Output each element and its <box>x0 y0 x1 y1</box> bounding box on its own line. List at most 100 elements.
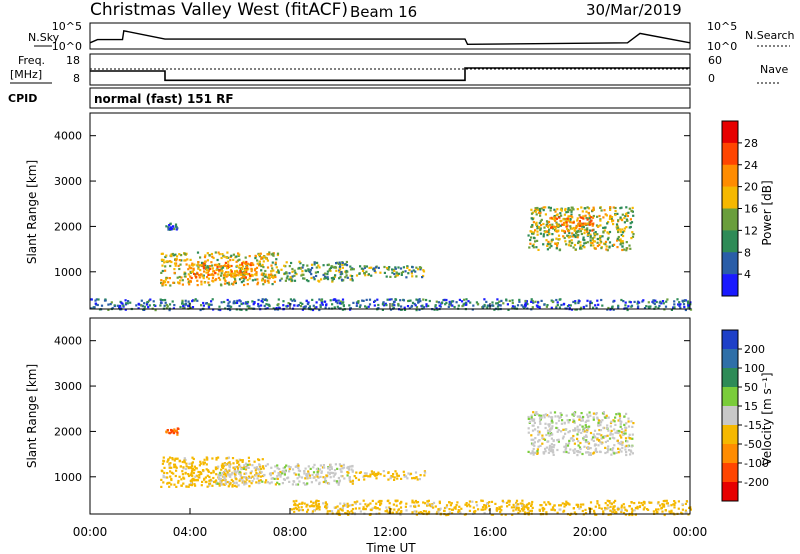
heatmap-cell <box>553 208 556 211</box>
heatmap-cell <box>405 502 408 505</box>
heatmap-cell <box>434 305 437 308</box>
heatmap-cell <box>570 210 573 213</box>
heatmap-cell <box>318 481 321 484</box>
heatmap-cell <box>636 507 639 510</box>
heatmap-cell <box>348 476 351 479</box>
heatmap-cell <box>164 301 167 304</box>
heatmap-cell <box>178 253 181 256</box>
heatmap-cell <box>302 273 305 276</box>
heatmap-cell <box>347 471 350 474</box>
heatmap-cell <box>288 278 291 281</box>
heatmap-cell <box>196 272 199 275</box>
heatmap-cell <box>293 472 296 475</box>
heatmap-cell <box>586 241 589 244</box>
heatmap-cell <box>613 509 616 512</box>
heatmap-cell <box>208 482 211 485</box>
heatmap-cell <box>455 301 458 304</box>
heatmap-cell <box>187 300 190 303</box>
heatmap-cell <box>623 227 626 230</box>
heatmap-cell <box>587 446 590 449</box>
heatmap-cell <box>341 263 344 266</box>
heatmap-cell <box>527 510 531 513</box>
heatmap-cell <box>686 300 689 303</box>
heatmap-cell <box>317 476 320 479</box>
heatmap-cell <box>227 485 230 488</box>
heatmap-cell <box>414 505 417 508</box>
heatmap-cell <box>388 266 391 269</box>
heatmap-cell <box>211 267 214 270</box>
heatmap-cell <box>541 437 544 440</box>
heatmap-cell <box>608 241 612 244</box>
heatmap-cell <box>230 264 233 268</box>
heatmap-cell <box>217 474 220 477</box>
heatmap-cell <box>599 429 603 432</box>
heatmap-cell <box>662 504 665 508</box>
colorbar-swatch <box>722 252 738 275</box>
heatmap-cell <box>545 305 548 308</box>
heatmap-cell <box>350 277 354 280</box>
heatmap-cell <box>191 262 194 265</box>
heatmap-cell <box>374 299 377 302</box>
heatmap-cell <box>476 302 480 305</box>
heatmap-cell <box>612 308 615 311</box>
heatmap-cell <box>637 305 640 308</box>
heatmap-cell <box>460 300 464 303</box>
heatmap-cell <box>173 268 176 271</box>
heatmap-cell <box>549 450 552 453</box>
heatmap-cell <box>417 511 421 514</box>
heatmap-cell <box>251 464 254 467</box>
heatmap-cell <box>620 240 623 243</box>
heatmap-cell <box>530 217 533 220</box>
heatmap-cell <box>258 468 261 471</box>
heatmap-cell <box>332 277 335 280</box>
heatmap-cell <box>179 279 182 282</box>
heatmap-cell <box>339 302 342 305</box>
heatmap-cell <box>664 509 667 512</box>
heatmap-cell <box>277 269 280 272</box>
heatmap-cell <box>341 509 344 512</box>
heatmap-cell <box>643 502 646 505</box>
heatmap-cell <box>483 504 486 507</box>
heatmap-cell <box>602 510 605 513</box>
heatmap-cell <box>482 508 485 511</box>
heatmap-cell <box>569 513 572 516</box>
heatmap-cell <box>283 466 287 469</box>
heatmap-cell <box>329 476 332 479</box>
heatmap-cell <box>545 433 548 437</box>
heatmap-cell <box>389 275 392 278</box>
heatmap-cell <box>293 510 296 513</box>
heatmap-cell <box>555 237 558 240</box>
heatmap-cell <box>401 270 405 273</box>
heatmap-cell <box>355 476 358 480</box>
heatmap-cell <box>589 239 592 242</box>
nsky-tick-bottom: 10^0 <box>52 40 82 53</box>
heatmap-cell <box>532 411 535 414</box>
heatmap-cell <box>225 475 228 478</box>
heatmap-cell <box>228 469 231 472</box>
heatmap-cell <box>198 476 201 479</box>
heatmap-cell <box>332 475 335 478</box>
heatmap-cell <box>587 447 590 450</box>
heatmap-cell <box>670 308 673 311</box>
heatmap-cell <box>337 262 340 265</box>
heatmap-cell <box>538 432 541 435</box>
heatmap-cell <box>577 230 580 233</box>
heatmap-cell <box>586 299 589 302</box>
heatmap-cell <box>674 501 677 504</box>
heatmap-cell <box>673 300 676 303</box>
heatmap-cell <box>227 256 230 259</box>
heatmap-cell <box>580 224 583 227</box>
heatmap-cell <box>402 470 405 473</box>
heatmap-cell <box>349 308 352 311</box>
heatmap-cell <box>586 233 590 236</box>
heatmap-cell <box>162 481 165 484</box>
heatmap-cell <box>338 270 341 274</box>
heatmap-cell <box>618 448 622 451</box>
heatmap-cell <box>333 506 336 509</box>
heatmap-cell <box>617 230 620 234</box>
colorbar-tick-label: 200 <box>744 343 765 356</box>
heatmap-cell <box>164 476 167 479</box>
power-heatmap <box>90 206 693 312</box>
heatmap-cell <box>264 464 267 467</box>
heatmap-cell <box>511 307 514 310</box>
